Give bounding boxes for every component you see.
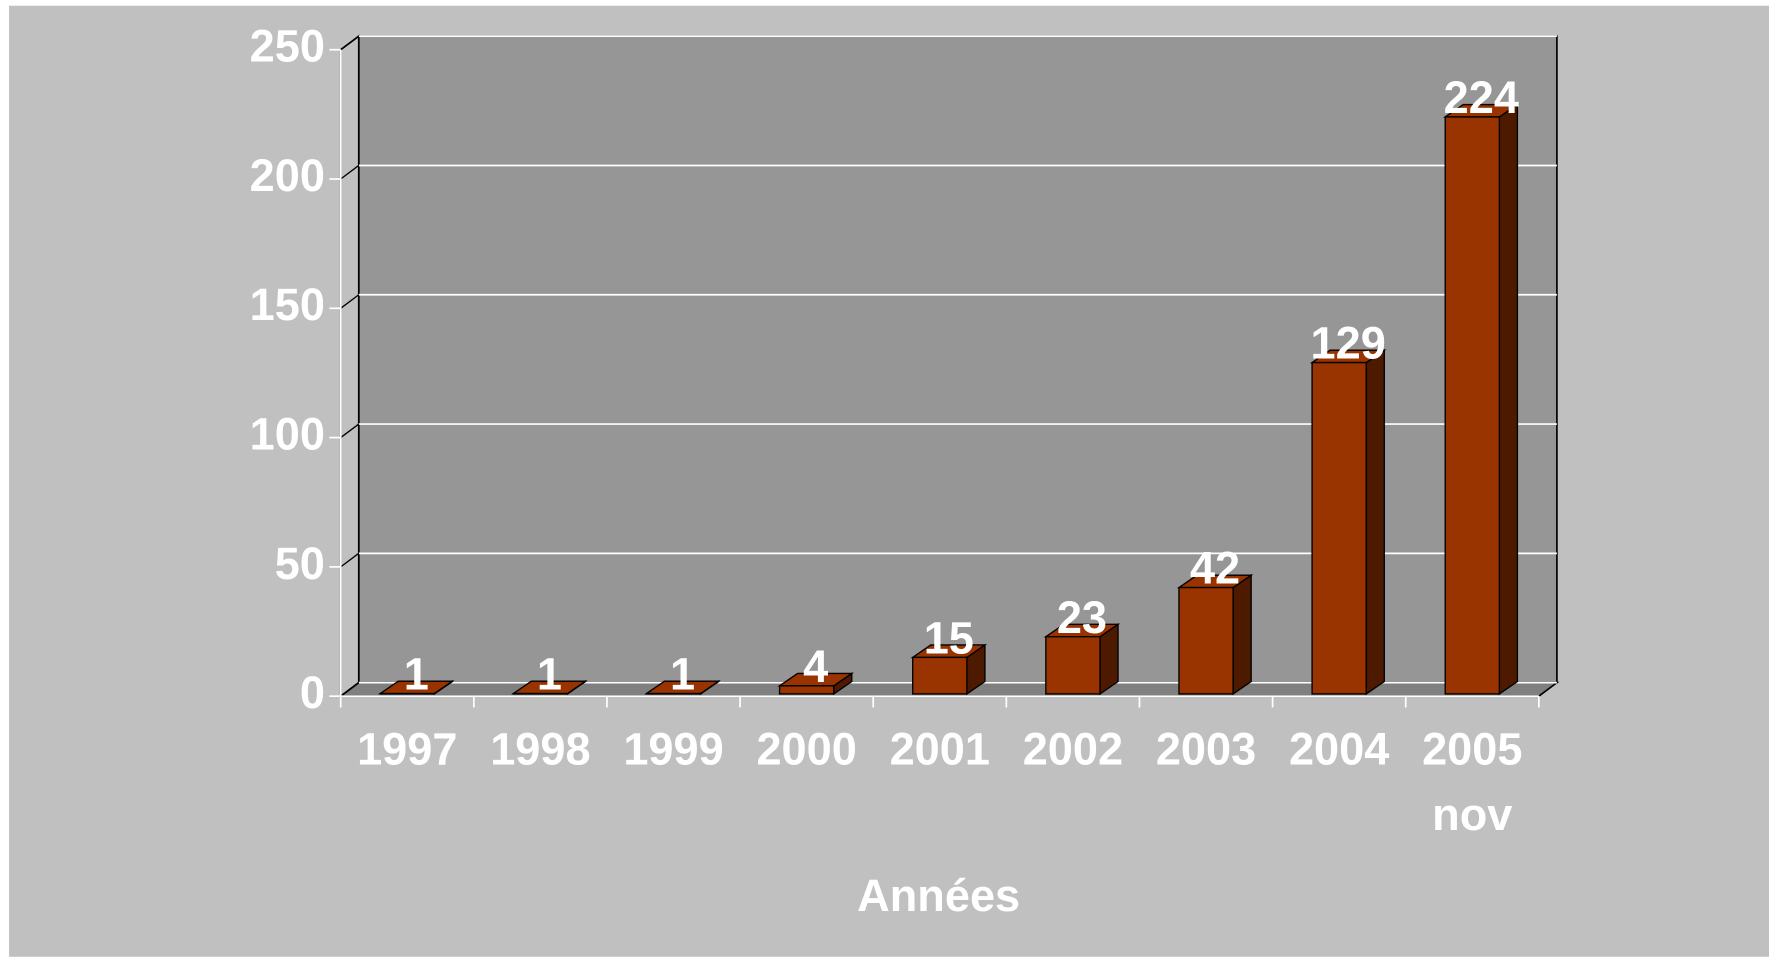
x-tick-label-line: 1998 — [490, 724, 590, 775]
bar-front — [912, 656, 968, 695]
data-label: 42 — [1190, 543, 1240, 594]
bar-front — [1045, 636, 1101, 695]
y-tick-label: 0 — [300, 667, 325, 718]
data-label: 224 — [1444, 72, 1519, 123]
bar — [1443, 103, 1520, 696]
data-label: 1 — [537, 649, 562, 700]
x-tick-label: 1998 — [490, 724, 590, 775]
x-tick-label: 2001 — [890, 724, 990, 775]
x-tick-label-line: 1999 — [623, 724, 723, 775]
x-tick-label-line: 2003 — [1156, 724, 1256, 775]
x-tick-label-line: 2001 — [890, 724, 990, 775]
x-axis-label: Années — [857, 870, 1020, 921]
grid-line-side — [340, 423, 360, 439]
bar-front — [778, 685, 835, 695]
y-tick-label: 50 — [275, 538, 325, 589]
data-label: 4 — [803, 641, 828, 692]
x-tick-label-line: 2005 — [1422, 724, 1522, 775]
bar — [511, 679, 588, 696]
bar-front — [1178, 586, 1234, 695]
x-tick-label-line: 2000 — [756, 724, 856, 775]
x-tick-label-line: nov — [1432, 789, 1512, 840]
x-tick-label: 1999 — [623, 724, 723, 775]
x-tick-label-line: 2004 — [1289, 724, 1389, 775]
x-tick-label: 2002 — [1023, 724, 1123, 775]
data-label: 129 — [1311, 318, 1386, 369]
x-tick-label: 2005 nov — [1422, 724, 1522, 840]
grid-line-side — [340, 294, 360, 309]
bar — [644, 679, 721, 696]
bar — [1309, 348, 1387, 696]
y-tick-label: 250 — [250, 21, 325, 72]
x-tick-label-line: 2002 — [1023, 724, 1123, 775]
data-label: 1 — [404, 649, 429, 700]
bar — [910, 643, 988, 696]
grid-line-side — [340, 35, 360, 51]
side-wall — [339, 34, 360, 698]
data-label: 15 — [924, 613, 974, 664]
x-tick-label-line: 1997 — [357, 724, 457, 775]
bar-front — [1444, 116, 1501, 695]
grid-line-side — [340, 682, 360, 697]
data-label: 23 — [1057, 592, 1107, 643]
grid-line-side — [340, 552, 360, 568]
x-tick-label: 1997 — [357, 724, 457, 775]
bar — [378, 679, 455, 696]
bar — [1176, 573, 1254, 696]
x-tick-label: 2004 — [1289, 724, 1389, 775]
bar-front — [1311, 361, 1367, 695]
grid-line-side — [340, 164, 360, 180]
y-tick-label: 150 — [250, 279, 325, 330]
bar — [1043, 623, 1121, 696]
bar-side — [1365, 348, 1385, 696]
bar-side — [1498, 103, 1519, 696]
y-tick-label: 100 — [250, 409, 325, 460]
data-label: 1 — [670, 649, 695, 700]
x-tick-label: 2000 — [756, 724, 856, 775]
bar — [777, 672, 854, 696]
x-tick-label: 2003 — [1156, 724, 1256, 775]
y-tick-label: 200 — [250, 150, 325, 201]
